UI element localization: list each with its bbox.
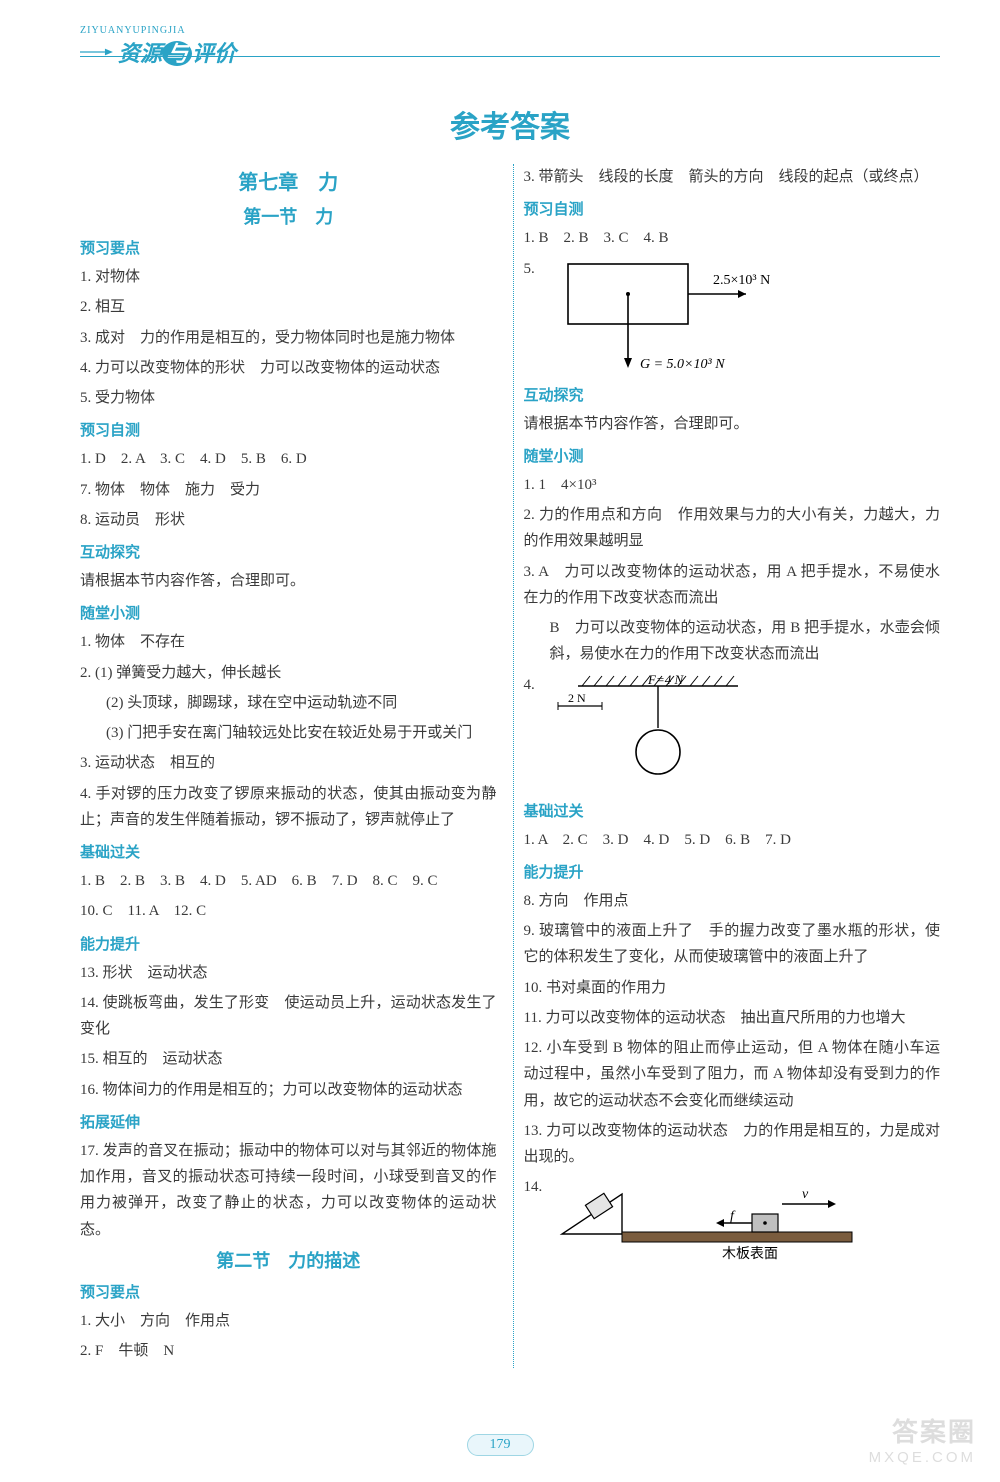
- two-columns: 第七章 力 第一节 力 预习要点 1. 对物体 2. 相互 3. 成对 力的作用…: [80, 164, 940, 1368]
- page-number: 179: [0, 1434, 1000, 1456]
- r-sc-1: 1. 1 4×10³: [524, 472, 941, 498]
- fig14-surface: 木板表面: [722, 1246, 778, 1262]
- figure-4: F=4 N 2 N: [548, 672, 768, 792]
- r-hd: 请根据本节内容作答，合理即可。: [524, 411, 941, 437]
- r-zc-line: 1. B 2. B 3. C 4. B: [524, 225, 941, 251]
- r-nl-9: 9. 玻璃管中的液面上升了 手的握力改变了墨水瓶的形状，使它的体积发生了变化，从…: [524, 918, 941, 971]
- column-divider: [513, 164, 514, 1368]
- label-yx: 预习要点: [80, 237, 497, 258]
- brand-post: 评价: [192, 41, 236, 66]
- r-top: 3. 带箭头 线段的长度 箭头的方向 线段的起点（或终点）: [524, 164, 941, 190]
- hd-text: 请根据本节内容作答，合理即可。: [80, 568, 497, 594]
- header-rule: [80, 56, 940, 57]
- nl-14: 14. 使跳板弯曲，发生了形变 使运动员上升，运动状态发生了变化: [80, 990, 497, 1043]
- fig14-f: f: [730, 1209, 736, 1224]
- brand-tab: ZIYUANYUPINGJIA 资源与评价: [80, 25, 236, 68]
- section1-heading: 第一节 力: [80, 203, 497, 229]
- section2-heading: 第二节 力的描述: [80, 1247, 497, 1273]
- yx2-2: 2. F 牛顿 N: [80, 1338, 497, 1364]
- yx2-1: 1. 大小 方向 作用点: [80, 1308, 497, 1334]
- nl-13: 13. 形状 运动状态: [80, 960, 497, 986]
- sc-2b: (2) 头顶球，脚踢球，球在空中运动轨迹不同: [80, 690, 497, 716]
- r-label-jc: 基础过关: [524, 800, 941, 821]
- zc-2: 7. 物体 物体 施力 受力: [80, 477, 497, 503]
- r-nl-8: 8. 方向 作用点: [524, 888, 941, 914]
- r-nl-11: 11. 力可以改变物体的运动状态 抽出直尺所用的力也增大: [524, 1005, 941, 1031]
- jc-1: 1. B 2. B 3. B 4. D 5. AD 6. B 7. D 8. C…: [80, 868, 497, 894]
- brand-text: 资源与评价: [118, 36, 236, 68]
- fig5-bottom-label: G = 5.0×10³ N: [640, 357, 725, 372]
- label-nl: 能力提升: [80, 933, 497, 954]
- brand-pre: 资源: [118, 41, 162, 66]
- zc-3: 8. 运动员 形状: [80, 507, 497, 533]
- r-nl-12: 12. 小车受到 B 物体的阻止而停止运动，但 A 物体在随小车运动过程中，虽然…: [524, 1035, 941, 1114]
- r-label-hd: 互动探究: [524, 384, 941, 405]
- yx-1: 1. 对物体: [80, 264, 497, 290]
- page-number-value: 179: [467, 1434, 534, 1456]
- label-zc: 预习自测: [80, 419, 497, 440]
- fig5-right-label: 2.5×10³ N: [713, 273, 770, 288]
- figure-5: 2.5×10³ N G = 5.0×10³ N: [548, 256, 808, 376]
- watermark-line2: MXQE.COM: [869, 1449, 976, 1466]
- tz-17: 17. 发声的音叉在振动；振动中的物体可以对与其邻近的物体施加作用，音叉的振动状…: [80, 1138, 497, 1243]
- label-sc: 随堂小测: [80, 602, 497, 623]
- q5-prefix: 5.: [524, 256, 548, 282]
- brand-yu: 与: [162, 41, 192, 66]
- watermark: 答案圈 MXQE.COM: [869, 1412, 976, 1466]
- label-yx2: 预习要点: [80, 1281, 497, 1302]
- jc-2: 10. C 11. A 12. C: [80, 898, 497, 924]
- sc-3: 3. 运动状态 相互的: [80, 750, 497, 776]
- figure-14: v f 木板表面: [552, 1174, 892, 1264]
- sc-1: 1. 物体 不存在: [80, 629, 497, 655]
- sc-2c: (3) 门把手安在离门轴较远处比安在较近处易于开或关门: [80, 720, 497, 746]
- yx-4: 4. 力可以改变物体的形状 力可以改变物体的运动状态: [80, 355, 497, 381]
- r-jc: 1. A 2. C 3. D 4. D 5. D 6. B 7. D: [524, 827, 941, 853]
- q14-prefix: 14.: [524, 1174, 552, 1200]
- left-column: 第七章 力 第一节 力 预习要点 1. 对物体 2. 相互 3. 成对 力的作用…: [80, 164, 497, 1368]
- yx-2: 2. 相互: [80, 294, 497, 320]
- label-hd: 互动探究: [80, 541, 497, 562]
- fig4-F: F=4 N: [647, 672, 684, 687]
- yx-3: 3. 成对 力的作用是相互的，受力物体同时也是施力物体: [80, 325, 497, 351]
- r-label-zc: 预习自测: [524, 198, 941, 219]
- r-label-sc: 随堂小测: [524, 445, 941, 466]
- r-nl-10: 10. 书对桌面的作用力: [524, 975, 941, 1001]
- r-sc-2: 2. 力的作用点和方向 作用效果与力的大小有关，力越大，力的作用效果越明显: [524, 502, 941, 555]
- r-sc-3: 3. A 力可以改变物体的运动状态，用 A 把手提水，不易使水在力的作用下改变状…: [524, 559, 941, 612]
- page-title: 参考答案: [80, 102, 940, 146]
- r-label-nl: 能力提升: [524, 861, 941, 882]
- chapter-heading: 第七章 力: [80, 166, 497, 195]
- right-column: 3. 带箭头 线段的长度 箭头的方向 线段的起点（或终点） 预习自测 1. B …: [524, 164, 941, 1368]
- label-tz: 拓展延伸: [80, 1111, 497, 1132]
- label-jc: 基础过关: [80, 841, 497, 862]
- brand-pinyin: ZIYUANYUPINGJIA: [80, 25, 236, 36]
- yx-5: 5. 受力物体: [80, 385, 497, 411]
- fig14-v: v: [802, 1187, 809, 1202]
- q4-prefix: 4.: [524, 672, 548, 698]
- sc-4: 4. 手对锣的压力改变了锣原来振动的状态，使其由振动变为静止；声音的发生伴随着振…: [80, 781, 497, 834]
- nl-16: 16. 物体间力的作用是相互的；力可以改变物体的运动状态: [80, 1077, 497, 1103]
- r-nl-13: 13. 力可以改变物体的运动状态 力的作用是相互的，力是成对出现的。: [524, 1118, 941, 1171]
- zc-1: 1. D 2. A 3. C 4. D 5. B 6. D: [80, 446, 497, 472]
- fig4-side: 2 N: [568, 691, 586, 705]
- brand-col: ZIYUANYUPINGJIA 资源与评价: [80, 25, 236, 68]
- r-sc-3b: B 力可以改变物体的运动状态，用 B 把手提水，水壶会倾斜，易使水在力的作用下改…: [524, 615, 941, 668]
- sc-2: 2. (1) 弹簧受力越大，伸长越长: [80, 660, 497, 686]
- watermark-line1: 答案圈: [869, 1412, 976, 1449]
- page: ZIYUANYUPINGJIA 资源与评价 参考答案 第七章 力 第一节 力 预…: [0, 0, 1000, 1482]
- nl-15: 15. 相互的 运动状态: [80, 1046, 497, 1072]
